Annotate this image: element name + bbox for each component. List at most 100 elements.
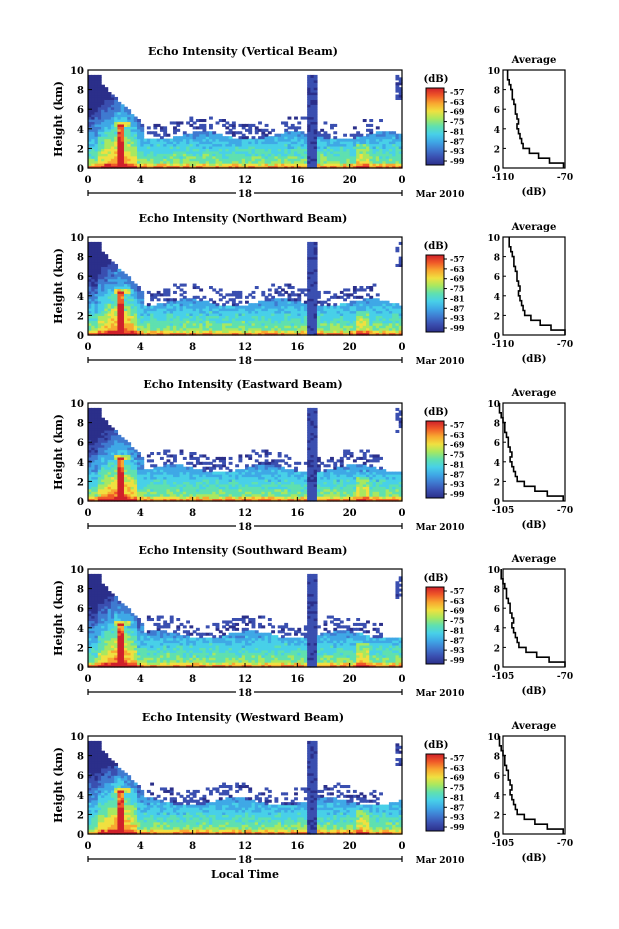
- heatmap-cell: [120, 483, 125, 487]
- heatmap-cell: [91, 138, 96, 142]
- heatmap-cell: [199, 317, 204, 321]
- heatmap-cell: [280, 498, 285, 502]
- heatmap-cell: [248, 322, 253, 326]
- heatmap-cell: [130, 459, 135, 463]
- heatmap-cell: [173, 471, 177, 475]
- heatmap-cell: [313, 160, 318, 164]
- heatmap-cell: [251, 478, 256, 482]
- heatmap-cell: [209, 493, 213, 497]
- heatmap-cell: [110, 303, 115, 307]
- heatmap-cell: [307, 466, 312, 470]
- heatmap-cell: [189, 145, 194, 149]
- heatmap-cell: [307, 322, 312, 326]
- heatmap-cell: [231, 148, 236, 152]
- heatmap-cell: [117, 464, 122, 468]
- y-tick-label: 4: [77, 125, 84, 136]
- heatmap-cell: [130, 158, 135, 162]
- average-y-tick-label: 10: [487, 234, 500, 244]
- heatmap-cell: [94, 293, 99, 297]
- heatmap-cell: [280, 288, 285, 292]
- heatmap-cell: [310, 305, 315, 309]
- heatmap-cell: [395, 155, 400, 159]
- heatmap-cell: [316, 320, 321, 324]
- heatmap-cell: [392, 322, 397, 326]
- heatmap-cell: [277, 300, 282, 304]
- heatmap-cell: [205, 153, 210, 157]
- heatmap-cell: [251, 160, 256, 164]
- heatmap-cell: [339, 165, 344, 169]
- heatmap-cell: [110, 283, 115, 287]
- heatmap-cell: [231, 298, 236, 302]
- heatmap-cell: [166, 317, 171, 321]
- heatmap-cell: [307, 315, 312, 319]
- heatmap-cell: [91, 476, 96, 480]
- heatmap-cell: [192, 121, 197, 125]
- heatmap-cell: [294, 491, 298, 495]
- heatmap-cell: [300, 165, 305, 169]
- heatmap-cell: [339, 150, 344, 154]
- heatmap-cell: [307, 317, 312, 321]
- chart-title: Echo Intensity (Northward Beam): [139, 212, 348, 225]
- heatmap-cell: [202, 315, 207, 319]
- heatmap-cell: [110, 155, 115, 159]
- heatmap-cell: [349, 315, 354, 319]
- heatmap-cell: [107, 491, 112, 495]
- heatmap-cell: [323, 158, 328, 162]
- heatmap-cell: [261, 290, 266, 294]
- heatmap-cell: [91, 466, 96, 470]
- heatmap-cell: [156, 143, 161, 147]
- heatmap-cell: [104, 320, 109, 324]
- heatmap-cell: [395, 82, 400, 86]
- heatmap-cell: [300, 131, 305, 135]
- heatmap-cell: [264, 469, 269, 473]
- heatmap-cell: [130, 449, 135, 453]
- heatmap-cell: [202, 138, 207, 142]
- heatmap-cell: [241, 163, 246, 167]
- heatmap-cell: [251, 290, 256, 294]
- heatmap-cell: [120, 158, 125, 162]
- heatmap-cell: [176, 476, 181, 480]
- chart-title: Echo Intensity (Vertical Beam): [148, 45, 338, 58]
- heatmap-cell: [182, 283, 187, 287]
- heatmap-cell: [225, 126, 230, 130]
- heatmap-cell: [388, 320, 393, 324]
- heatmap-cell: [173, 158, 177, 162]
- heatmap-cell: [94, 241, 99, 245]
- heatmap-cell: [195, 320, 200, 324]
- heatmap-cell: [130, 123, 135, 127]
- heatmap-cell: [176, 488, 181, 492]
- heatmap-cell: [264, 449, 269, 453]
- heatmap-cell: [195, 496, 200, 500]
- average-y-tick-label: 0: [494, 332, 500, 342]
- heatmap-cell: [153, 148, 158, 152]
- heatmap-cell: [238, 330, 243, 334]
- heatmap-cell: [362, 148, 367, 152]
- heatmap-cell: [195, 491, 200, 495]
- heatmap-cell: [209, 141, 213, 145]
- heatmap-cell: [238, 327, 243, 331]
- heatmap-cell: [326, 145, 331, 149]
- heatmap-cell: [356, 317, 361, 321]
- heatmap-cell: [218, 456, 223, 460]
- heatmap-cell: [143, 143, 148, 147]
- heatmap-cell: [395, 148, 400, 152]
- heatmap-cell: [297, 471, 302, 475]
- heatmap-cell: [150, 315, 155, 319]
- heatmap-cell: [297, 160, 302, 164]
- heatmap-cell: [179, 312, 184, 316]
- heatmap-cell: [388, 138, 393, 142]
- heatmap-cell: [333, 332, 338, 336]
- heatmap-cell: [369, 295, 374, 299]
- heatmap-cell: [287, 469, 292, 473]
- heatmap-cell: [369, 310, 374, 314]
- heatmap-cell: [97, 106, 102, 110]
- heatmap-cell: [101, 268, 105, 272]
- heatmap-cell: [94, 493, 99, 497]
- heatmap-cell: [231, 471, 236, 475]
- heatmap-cell: [107, 454, 112, 458]
- heatmap-cell: [248, 478, 253, 482]
- heatmap-cell: [290, 123, 295, 127]
- heatmap-cell: [343, 310, 347, 314]
- heatmap-cell: [163, 325, 168, 329]
- heatmap-cell: [323, 148, 328, 152]
